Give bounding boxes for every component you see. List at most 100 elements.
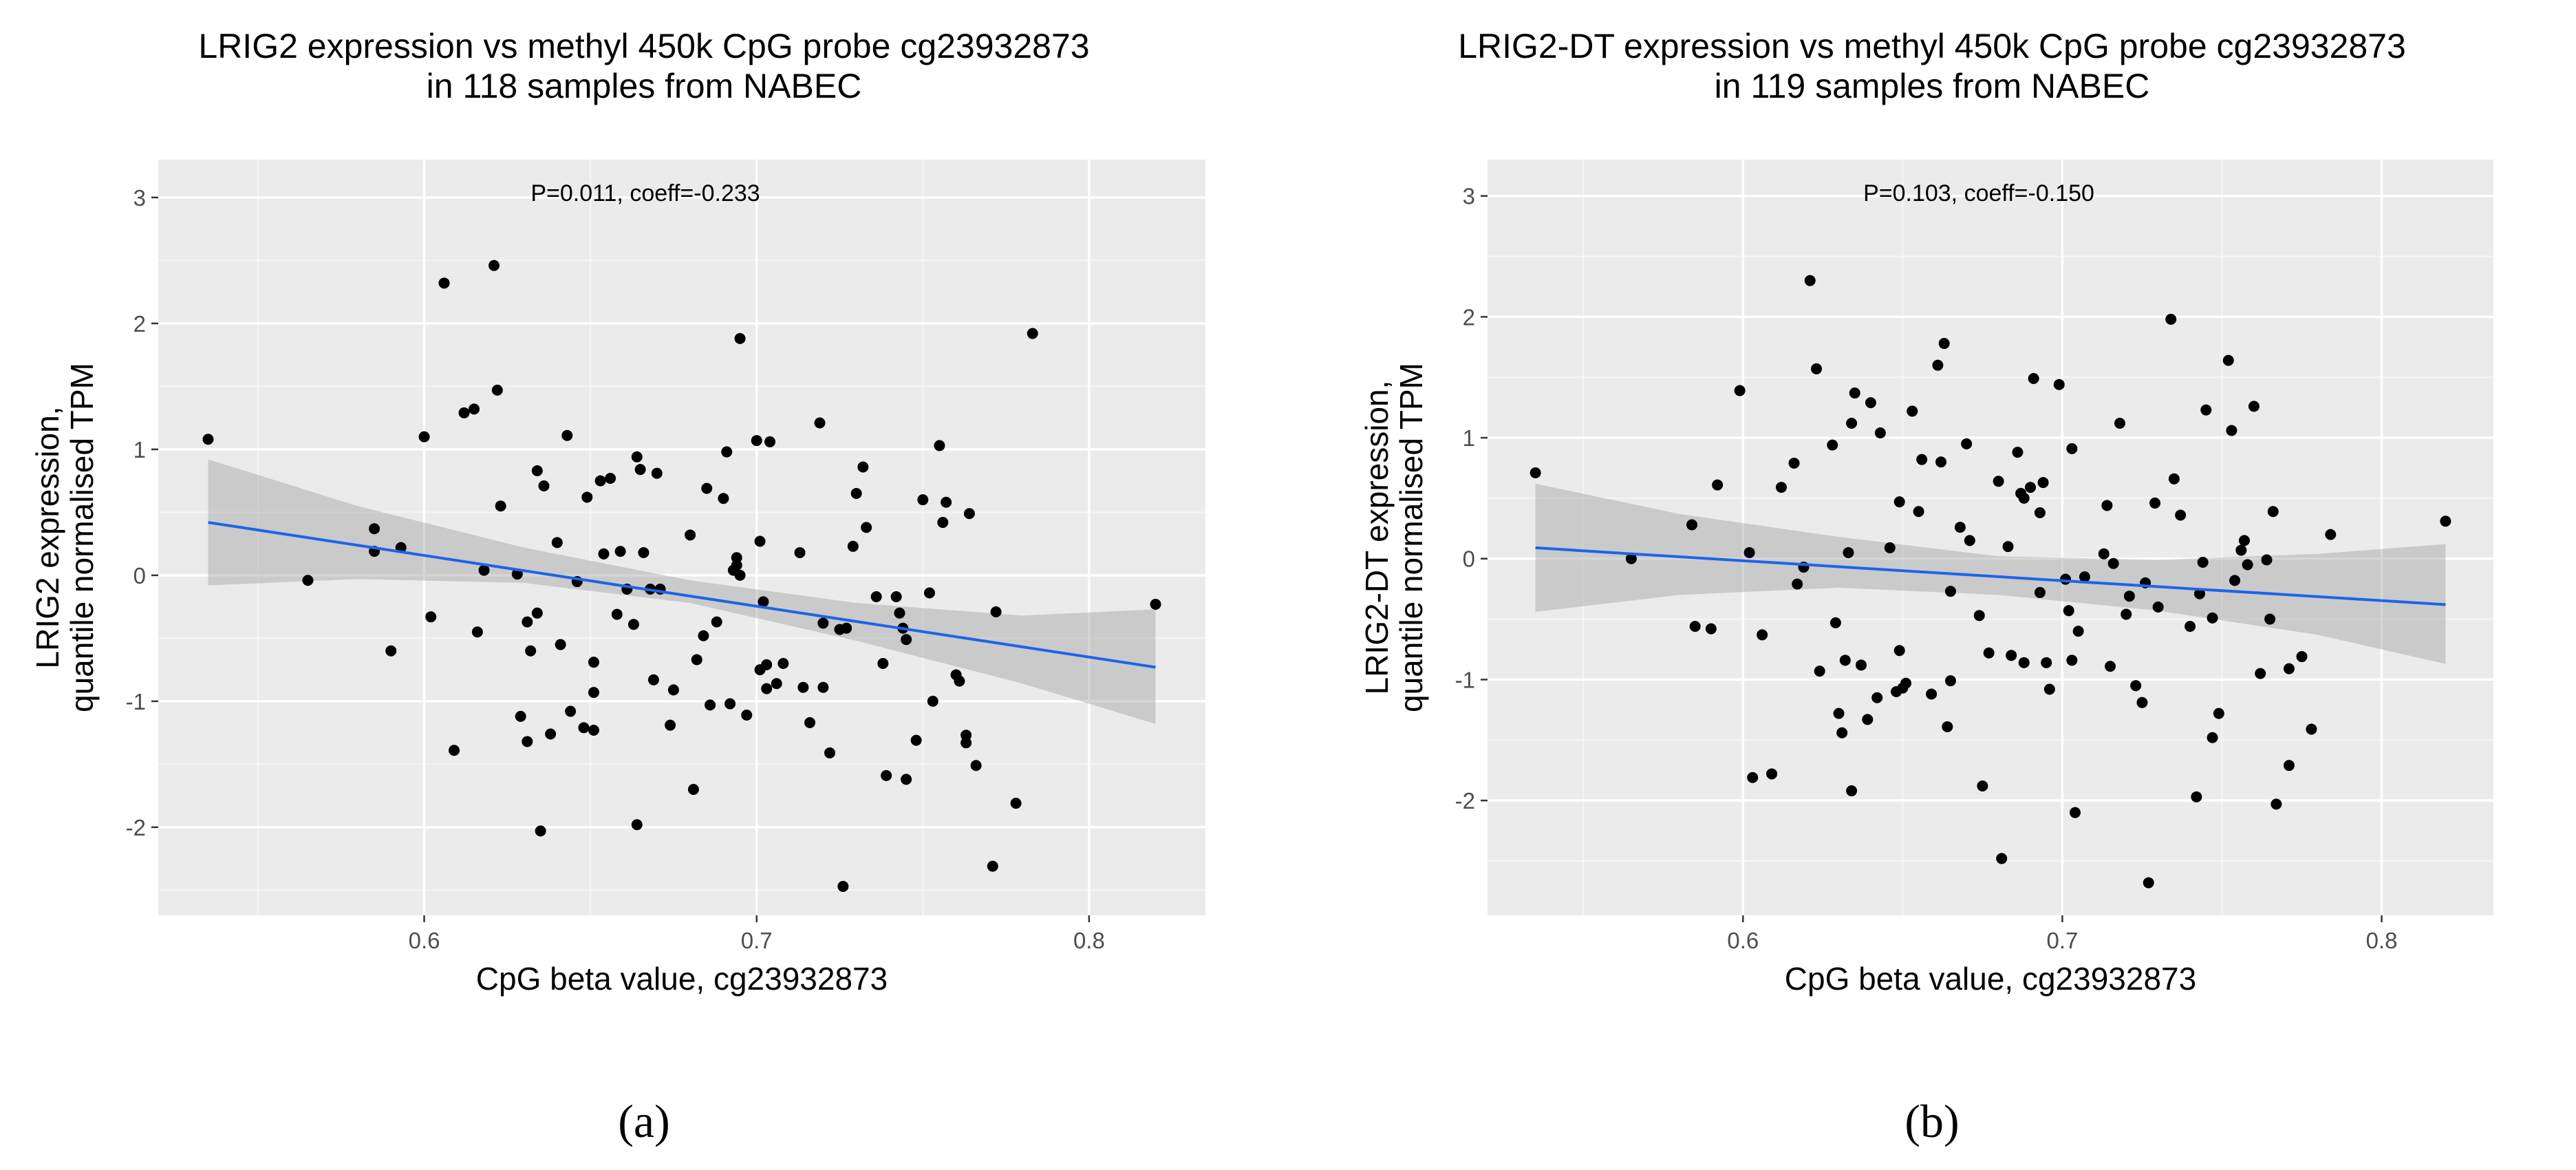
data-point <box>2066 655 2078 666</box>
data-point <box>531 465 543 477</box>
data-point <box>837 880 849 892</box>
data-point <box>369 523 380 535</box>
data-point <box>777 658 789 669</box>
x-tick-label: 0.8 <box>1073 928 1105 953</box>
plot-background <box>158 160 1205 915</box>
data-point <box>2006 650 2017 661</box>
data-point <box>941 496 952 508</box>
data-point <box>2034 586 2046 598</box>
data-point <box>2130 680 2142 692</box>
confidence-band <box>208 459 1156 724</box>
data-point <box>1839 655 1851 666</box>
data-point <box>877 658 889 669</box>
data-point <box>2242 559 2253 571</box>
data-point <box>495 500 506 512</box>
data-point <box>2261 554 2273 566</box>
data-point <box>1893 645 1905 657</box>
data-point <box>578 722 590 734</box>
data-point <box>1734 385 1746 396</box>
y-tick-label: 2 <box>133 311 146 337</box>
data-point <box>2037 477 2049 489</box>
y-tick-label: 0 <box>1463 546 1475 572</box>
y-axis-title-line1: LRIG2-DT expression, <box>1359 381 1395 695</box>
data-point <box>611 608 623 620</box>
data-point <box>2028 372 2039 384</box>
data-point <box>2018 492 2030 504</box>
chart-title-line1: LRIG2 expression vs methyl 450k CpG prob… <box>198 27 1090 65</box>
x-tick-label: 0.8 <box>2366 928 2398 953</box>
data-point <box>202 434 214 445</box>
data-point <box>731 552 742 564</box>
data-point <box>588 724 599 736</box>
data-point <box>588 657 599 668</box>
data-point <box>535 825 546 837</box>
data-point <box>1932 359 1944 371</box>
confidence-band <box>1535 483 2446 664</box>
data-point <box>1686 519 1698 531</box>
data-point <box>538 480 550 491</box>
data-point <box>522 616 533 628</box>
data-point <box>438 277 450 289</box>
data-point <box>990 606 1002 617</box>
y-tick-label: 2 <box>1463 304 1475 330</box>
data-point <box>1884 542 1896 553</box>
data-point <box>1977 780 1988 792</box>
data-point <box>1625 553 1637 564</box>
data-point <box>1900 677 1912 689</box>
data-point <box>2325 529 2337 540</box>
y-tick-label: 3 <box>133 185 146 211</box>
chart-title-line1: LRIG2-DT expression vs methyl 450k CpG p… <box>1458 27 2406 65</box>
data-point <box>1530 467 1541 479</box>
data-point <box>2041 657 2052 668</box>
data-point <box>870 591 882 603</box>
data-point <box>718 493 729 504</box>
data-point <box>1862 714 1874 725</box>
y-tick-label: 1 <box>1463 425 1475 451</box>
regression-line <box>208 521 1156 669</box>
data-point <box>1843 546 1854 558</box>
data-point <box>588 687 599 699</box>
data-point <box>910 734 922 746</box>
data-point <box>2079 571 2090 583</box>
data-point <box>1811 363 1823 374</box>
data-point <box>651 467 663 479</box>
data-point <box>1010 798 1022 809</box>
chart-title-line2: in 119 samples from NABEC <box>1714 67 2150 105</box>
data-point <box>2440 515 2451 527</box>
data-point <box>2002 541 2014 553</box>
data-point <box>2264 613 2276 625</box>
data-point <box>901 774 912 785</box>
data-point <box>1814 666 1825 677</box>
data-point <box>1027 328 1038 339</box>
data-point <box>1836 727 1848 738</box>
data-point <box>449 745 460 756</box>
data-point <box>934 440 945 451</box>
x-axis-title: CpG beta value, cg23932873 <box>476 961 888 997</box>
data-point <box>2123 591 2135 602</box>
data-point <box>1712 479 1724 491</box>
data-point <box>561 429 573 441</box>
data-point <box>2018 657 2030 668</box>
data-point <box>794 546 806 558</box>
data-point <box>2306 723 2317 735</box>
data-point <box>2213 708 2224 719</box>
x-axis-title: CpG beta value, cg23932873 <box>1785 961 2196 997</box>
data-point <box>1973 610 1985 621</box>
y-axis-title: LRIG2 expression,quantile normalised TPM <box>30 363 100 712</box>
y-tick-label: 0 <box>133 563 146 588</box>
data-point <box>1150 598 1161 610</box>
data-point <box>857 461 869 473</box>
data-point <box>631 451 643 462</box>
data-point <box>638 546 650 558</box>
data-point <box>2149 497 2161 509</box>
y-tick-label: 1 <box>133 437 146 462</box>
data-point <box>555 639 566 650</box>
data-point <box>824 747 836 758</box>
data-point <box>901 634 912 646</box>
data-point <box>1804 275 1816 286</box>
data-point <box>2121 608 2132 620</box>
data-point <box>724 698 736 710</box>
x-tick-label: 0.7 <box>2046 928 2078 953</box>
data-point <box>1983 647 1995 659</box>
data-point <box>2175 509 2187 521</box>
